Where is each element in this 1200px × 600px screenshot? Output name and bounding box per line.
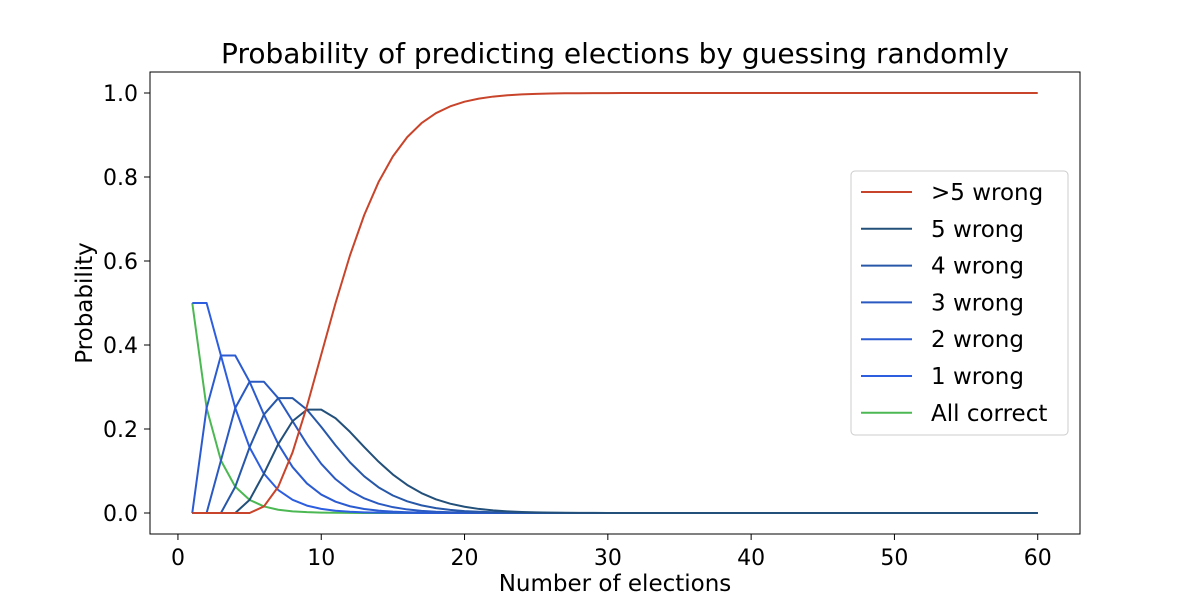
x-tick-label: 0	[171, 546, 185, 571]
legend-label: All correct	[931, 401, 1047, 427]
legend: >5 wrong 5 wrong 4 wrong 3 wrong 2 wrong 1 wr…	[850, 170, 1069, 436]
y-tick-label: 0.6	[103, 250, 138, 275]
plot-area-frame	[149, 71, 1081, 535]
legend-entry: 2 wrong	[861, 327, 1024, 353]
legend-entry: All correct	[861, 401, 1047, 427]
legend-entry: 3 wrong	[861, 290, 1024, 316]
legend-label: 2 wrong	[931, 327, 1024, 353]
series-line-0	[192, 92, 1038, 514]
legend-entry: >5 wrong	[861, 180, 1043, 206]
x-tick-label: 10	[307, 546, 335, 571]
legend-label: 5 wrong	[931, 217, 1024, 243]
x-tick-label: 50	[880, 546, 908, 571]
x-tick-label: 60	[1024, 546, 1052, 571]
y-tick-label: 0.2	[103, 418, 138, 443]
y-tick-label: 0.4	[103, 334, 138, 359]
legend-items: >5 wrong 5 wrong 4 wrong 3 wrong 2 wrong 1 wr…	[861, 180, 1047, 427]
x-tick-label: 20	[451, 546, 479, 571]
y-tick-label: 0.8	[103, 166, 138, 191]
plot-series-group	[191, 92, 1038, 514]
y-axis-label: Probability	[72, 242, 98, 364]
legend-label: >5 wrong	[931, 180, 1043, 206]
legend-entry: 5 wrong	[861, 217, 1024, 243]
chart-title: Probability of predicting elections by g…	[221, 37, 1009, 70]
y-axis-ticks: 0.0 0.2 0.4 0.6 0.8 1.0	[103, 82, 150, 527]
legend-entry: 4 wrong	[861, 254, 1024, 280]
x-axis-ticks: 0 10 20 30 40 50 60	[171, 534, 1052, 571]
legend-label: 1 wrong	[931, 364, 1024, 390]
series-line-1	[192, 408, 1038, 514]
legend-label: 4 wrong	[931, 254, 1024, 280]
x-tick-label: 40	[737, 546, 765, 571]
legend-entry: 1 wrong	[861, 364, 1024, 390]
x-axis-label: Number of elections	[499, 571, 732, 597]
y-tick-label: 0.0	[103, 502, 138, 527]
legend-box	[850, 170, 1069, 436]
x-tick-label: 30	[594, 546, 622, 571]
legend-label: 3 wrong	[931, 290, 1024, 316]
y-tick-label: 1.0	[103, 82, 138, 107]
